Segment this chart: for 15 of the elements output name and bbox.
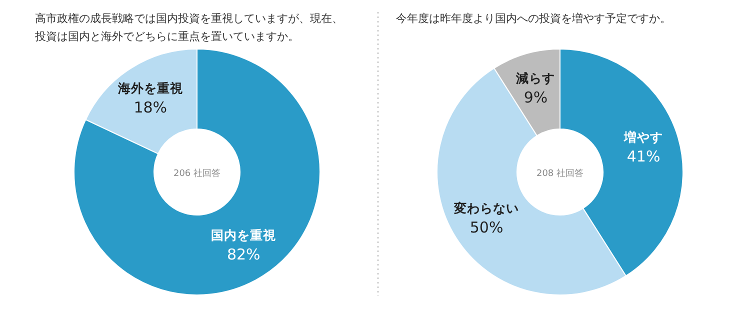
chart-title: 高市政権の成長戦略では国内投資を重視していますが、現在、投資は国内と海外でどちらに重点を置いていますか。 (34, 12, 343, 43)
donut-slice (74, 48, 320, 296)
slice-label: 増やす (623, 130, 664, 145)
data-label: 50% (470, 218, 504, 237)
slice-label: 国内を重視 (211, 227, 276, 242)
chart-title: 今年度は昨年度より国内への投資を増やす予定ですか。 (396, 12, 671, 25)
data-label: 41% (626, 148, 660, 166)
text: 206 社回答 (173, 168, 221, 179)
data-label: 82% (226, 245, 260, 264)
text: 208 社回答 (536, 168, 584, 179)
slice-label: 海外を重視 (116, 80, 183, 96)
data-label: 18% (134, 98, 168, 117)
data-label: 9% (524, 88, 548, 106)
slice-label: 変わらない (453, 200, 520, 216)
slice-label: 減らす (515, 70, 556, 86)
